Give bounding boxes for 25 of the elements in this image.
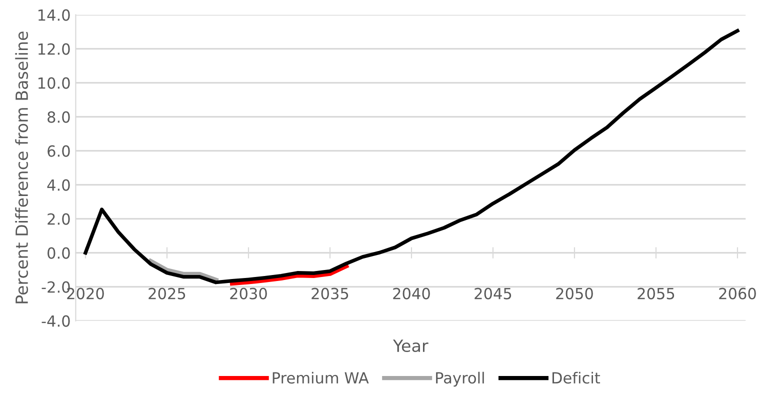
x-tick-label: 2060 (719, 288, 756, 300)
y-tick-label: 8.0 (48, 111, 70, 123)
legend-label: Deficit (552, 372, 600, 384)
legend-label: Premium WA (272, 372, 369, 384)
x-tick-label: 2025 (148, 288, 186, 300)
x-tick-label: 2040 (393, 288, 430, 300)
x-tick-label: 2030 (230, 288, 267, 300)
x-tick-label: 2050 (556, 288, 593, 300)
x-tick-label: 2035 (312, 288, 348, 300)
line-series (230, 264, 349, 286)
y-tick-label: 2.0 (48, 213, 70, 225)
x-tick-label: 2045 (474, 288, 512, 300)
x-tick-label: 2055 (638, 288, 674, 300)
y-tick-label: 4.0 (47, 179, 70, 191)
line-series (84, 29, 740, 284)
y-tick-label: -4.0 (42, 315, 70, 327)
x-axis-title: Year (392, 340, 428, 352)
legend-label: Payroll (436, 372, 484, 387)
y-tick-label: 12.0 (38, 43, 70, 55)
y-tick-label: 0.0 (48, 247, 70, 259)
y-tick-label: 6.0 (48, 145, 70, 157)
y-tick-label: 14.0 (38, 9, 70, 21)
line-series (148, 258, 218, 282)
y-axis-title: Percent Difference from Baseline (15, 32, 28, 304)
y-tick-label: 10.0 (38, 77, 70, 89)
